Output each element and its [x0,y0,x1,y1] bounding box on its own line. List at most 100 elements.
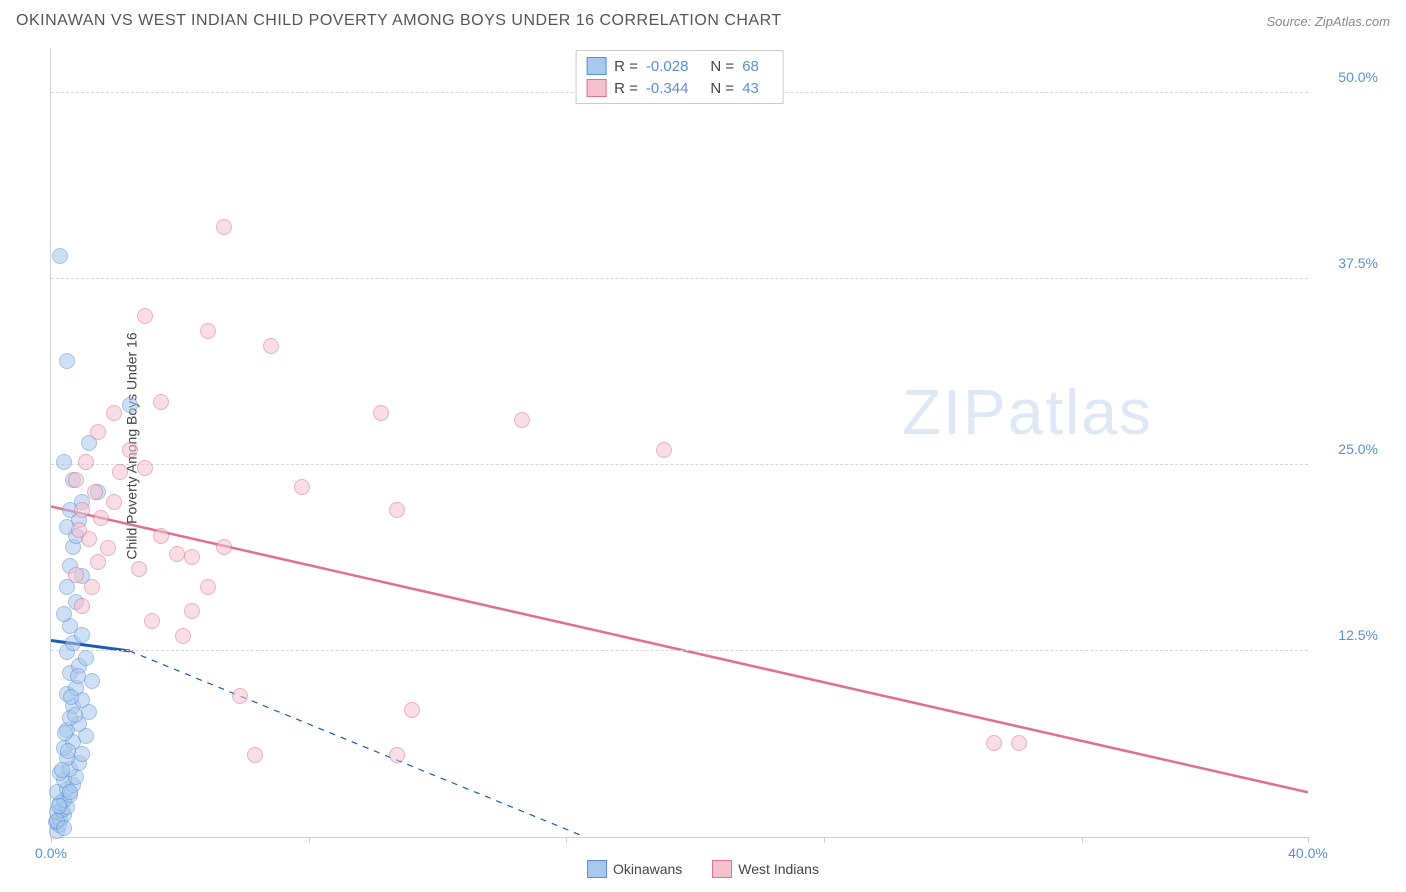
chart-header: OKINAWAN VS WEST INDIAN CHILD POVERTY AM… [0,0,1406,38]
legend-label-okinawans: Okinawans [613,861,682,877]
y-tick-label: 25.0% [1338,441,1378,457]
data-point [263,338,279,354]
x-tick [1308,837,1309,843]
data-point [84,673,100,689]
y-tick-label: 50.0% [1338,69,1378,85]
data-point [232,688,248,704]
n-value-westindians: 43 [742,80,759,97]
gridline [51,650,1308,651]
r-value-westindians: -0.344 [646,80,689,97]
legend-item-westindians: West Indians [712,860,819,878]
data-point [52,248,68,264]
data-point [59,353,75,369]
x-tick [566,837,567,843]
data-point [74,598,90,614]
swatch-okinawans [586,57,606,75]
data-point [1011,735,1027,751]
data-point [404,702,420,718]
data-point [389,502,405,518]
data-point [106,494,122,510]
data-point [68,472,84,488]
data-point [216,219,232,235]
data-point [373,405,389,421]
data-point [90,424,106,440]
data-point [389,747,405,763]
swatch-westindians [586,79,606,97]
data-point [100,540,116,556]
r-value-okinawans: -0.028 [646,58,689,75]
data-point [62,784,78,800]
chart-title: OKINAWAN VS WEST INDIAN CHILD POVERTY AM… [16,12,782,30]
data-point [216,539,232,555]
legend-label-westindians: West Indians [738,861,819,877]
data-point [74,502,90,518]
source-attribution: Source: ZipAtlas.com [1266,14,1390,29]
data-point [70,668,86,684]
data-point [514,412,530,428]
data-point [131,561,147,577]
x-tick [824,837,825,843]
data-point [56,454,72,470]
data-point [169,546,185,562]
data-point [78,454,94,470]
x-tick-label-max: 40.0% [1288,845,1328,861]
data-point [144,613,160,629]
data-point [67,707,83,723]
swatch-westindians [712,860,732,878]
data-point [60,743,76,759]
data-point [153,394,169,410]
correlation-legend: R = -0.028 N = 68 R = -0.344 N = 43 [575,50,784,104]
data-point [294,479,310,495]
data-point [90,554,106,570]
x-tick-label-min: 0.0% [35,845,67,861]
data-point [93,510,109,526]
data-point [78,650,94,666]
legend-row-westindians: R = -0.344 N = 43 [586,77,773,99]
data-point [175,628,191,644]
data-point [986,735,1002,751]
gridline [51,464,1308,465]
data-point [153,528,169,544]
data-point [656,442,672,458]
plot-area: R = -0.028 N = 68 R = -0.344 N = 43 12.5… [50,48,1308,838]
data-point [71,522,87,538]
legend-item-okinawans: Okinawans [587,860,682,878]
data-point [57,725,73,741]
data-point [137,460,153,476]
legend-row-okinawans: R = -0.028 N = 68 [586,55,773,77]
r-label: R = [614,58,638,75]
data-point [122,397,138,413]
y-tick-label: 12.5% [1338,627,1378,643]
data-point [106,405,122,421]
data-point [184,549,200,565]
data-point [87,484,103,500]
y-tick-label: 37.5% [1338,255,1378,271]
n-value-okinawans: 68 [742,58,759,75]
data-point [63,689,79,705]
data-point [247,747,263,763]
data-point [84,579,100,595]
source-prefix: Source: [1266,14,1314,29]
x-tick [1082,837,1083,843]
data-point [112,464,128,480]
data-point [122,442,138,458]
r-label: R = [614,80,638,97]
data-point [51,798,67,814]
swatch-okinawans [587,860,607,878]
n-label: N = [710,58,734,75]
data-point [56,606,72,622]
data-point [200,323,216,339]
trend-lines-svg [51,48,1308,837]
data-point [200,579,216,595]
x-tick [51,837,52,843]
series-legend: Okinawans West Indians [587,860,819,878]
data-point [56,820,72,836]
gridline [51,278,1308,279]
data-point [54,762,70,778]
data-point [68,567,84,583]
data-point [137,308,153,324]
source-name: ZipAtlas.com [1315,14,1390,29]
n-label: N = [710,80,734,97]
data-point [184,603,200,619]
x-tick [309,837,310,843]
